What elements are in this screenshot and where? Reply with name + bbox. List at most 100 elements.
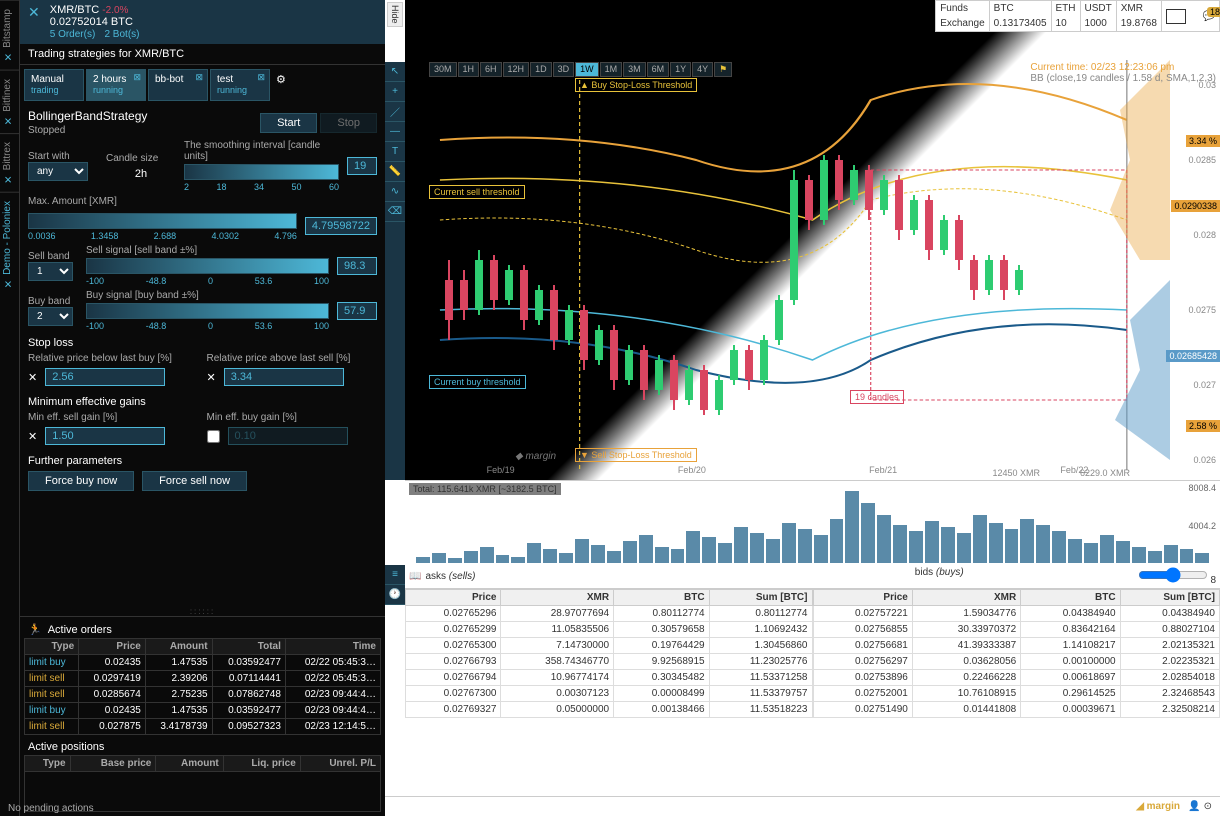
sell-signal-label: Sell signal [sell band ±%] — [86, 245, 329, 256]
exchange-tab[interactable]: ✕ Bitfinex — [0, 70, 19, 134]
rel-below-label: Relative price below last buy [%] — [28, 353, 199, 364]
tool-indicator-icon[interactable]: ∿ — [385, 182, 405, 202]
timeframe-button[interactable]: 30M — [429, 62, 457, 77]
status-text: No pending actions — [8, 803, 94, 814]
orderbook-row[interactable]: 0.027514900.014418080.000396712.32508214 — [813, 702, 1220, 718]
orderbook-row[interactable]: 0.02766793358.743467709.9256891511.23025… — [406, 654, 813, 670]
smoothing-label: The smoothing interval [candle units] — [184, 140, 339, 162]
depth-value: 8 — [1210, 575, 1216, 586]
min-buy-value: 0.10 — [228, 427, 348, 445]
tool-measure-icon[interactable]: 📏 — [385, 162, 405, 182]
rel-below-value[interactable]: 2.56 — [45, 368, 165, 386]
orderbook-row[interactable]: 0.0276529911.058355060.305796581.1069243… — [406, 622, 813, 638]
depth-slider[interactable] — [1138, 567, 1208, 583]
candles-count-label: 19 candles — [850, 390, 904, 404]
tool-cursor-icon[interactable]: ↖ — [385, 62, 405, 82]
order-row[interactable]: limit sell0.02974192.392060.0711444102/2… — [25, 671, 381, 687]
eth-value: 10 — [1052, 16, 1081, 31]
timeframe-button[interactable]: 3M — [623, 62, 646, 77]
right-area: Hide Funds Exchange BTC 0.13173405 ETH 1… — [385, 0, 1220, 816]
force-sell-button[interactable]: Force sell now — [142, 471, 247, 491]
timeframe-button[interactable]: 3D — [553, 62, 575, 77]
orderbook-row[interactable]: 0.0275685530.339703720.836421640.8802710… — [813, 622, 1220, 638]
candle-size-value: 2h — [106, 164, 176, 180]
asks-title: asks (sells) — [425, 571, 475, 582]
tool-eraser-icon[interactable]: ⌫ — [385, 202, 405, 222]
strategy-tab[interactable]: Manualtrading — [24, 69, 84, 101]
user-icon[interactable]: 👤 ⊙ — [1188, 801, 1212, 812]
max-amount-slider[interactable] — [28, 213, 297, 229]
timeframe-button[interactable]: 6M — [647, 62, 670, 77]
smoothing-slider[interactable] — [184, 164, 339, 180]
order-row[interactable]: limit buy0.024351.475350.0359247702/22 0… — [25, 655, 381, 671]
timeframe-button[interactable]: 1M — [600, 62, 623, 77]
min-gains-title: Minimum effective gains — [28, 396, 377, 408]
tool-text-icon[interactable]: T — [385, 142, 405, 162]
buy-signal-slider[interactable] — [86, 303, 329, 319]
timeframe-button[interactable]: 4Y — [692, 62, 713, 77]
order-row[interactable]: limit sell0.0278753.41787390.0952732302/… — [25, 719, 381, 735]
xmr-label: XMR — [1117, 1, 1162, 16]
brand-logo: ◢ margin — [1136, 801, 1180, 812]
sell-signal-slider[interactable] — [86, 258, 329, 274]
close-pair-icon[interactable]: ✕ — [28, 4, 40, 40]
tool-hline-icon[interactable]: — — [385, 122, 405, 142]
strategy-gear-icon[interactable]: ⚙ — [272, 69, 290, 101]
clear-icon[interactable]: ✕ — [207, 371, 216, 384]
ob-tool-1-icon[interactable]: ≡ — [385, 565, 405, 585]
orderbook-row[interactable]: 0.0276529628.970776940.801127740.8011277… — [406, 606, 813, 622]
orderbook-row[interactable]: 0.027693270.050000000.0013846611.5351822… — [406, 702, 813, 718]
min-buy-checkbox[interactable] — [207, 430, 220, 443]
clear-icon[interactable]: ✕ — [28, 371, 37, 384]
drag-handle[interactable]: :::::: — [20, 607, 385, 616]
buy-band-select[interactable]: 2 — [28, 307, 73, 326]
strategy-tab[interactable]: ⊠2 hoursrunning — [86, 69, 146, 101]
buy-band-label: Buy band — [28, 296, 78, 307]
sell-band-select[interactable]: 1 — [28, 262, 73, 281]
timeframe-button[interactable]: 12H — [503, 62, 530, 77]
exchange-tab[interactable]: ✕ Bittrex — [0, 133, 19, 192]
sell-sl-label: ▼ Sell Stop-Loss Threshold — [575, 448, 697, 462]
orderbook-row[interactable]: 0.0276679410.967741740.3034548211.533712… — [406, 670, 813, 686]
start-with-select[interactable]: any — [28, 162, 88, 181]
gear-icon[interactable]: ⚙ — [1190, 11, 1199, 22]
orderbook-row[interactable]: 0.027572211.590347760.043849400.04384940 — [813, 606, 1220, 622]
orderbook-row[interactable]: 0.0275668141.393333871.141082172.0213532… — [813, 638, 1220, 654]
rel-above-value[interactable]: 3.34 — [224, 368, 344, 386]
timeframe-button[interactable]: 1Y — [670, 62, 691, 77]
min-sell-value[interactable]: 1.50 — [45, 427, 165, 445]
sell-band-label: Sell band — [28, 251, 78, 262]
orderbook-row[interactable]: 0.027562970.036280560.001000002.02235321 — [813, 654, 1220, 670]
tool-line-icon[interactable]: ／ — [385, 102, 405, 122]
clear-icon[interactable]: ✕ — [28, 430, 37, 443]
currency-icon[interactable]: B↕ — [1166, 9, 1186, 24]
orderbook-row[interactable]: 0.027673000.003071230.0000849911.5337975… — [406, 686, 813, 702]
timeframe-button[interactable]: 1W — [575, 62, 599, 77]
hide-button[interactable]: Hide — [387, 2, 403, 27]
force-buy-button[interactable]: Force buy now — [28, 471, 134, 491]
ob-tool-2-icon[interactable]: 🕐 — [385, 585, 405, 605]
timeframe-button[interactable]: 6H — [480, 62, 502, 77]
order-row[interactable]: limit buy0.024351.475350.0359247702/23 0… — [25, 703, 381, 719]
flag-icon[interactable]: ⚑ — [714, 62, 732, 77]
exchange-tab[interactable]: ✕ Bitstamp — [0, 0, 19, 70]
depth-profile — [1100, 60, 1170, 480]
orderbook-row[interactable]: 0.027653007.147300000.197644291.30456860 — [406, 638, 813, 654]
timeframe-button[interactable]: 1H — [458, 62, 480, 77]
orderbook-row[interactable]: 0.027538960.224662280.006186972.02854018 — [813, 670, 1220, 686]
order-row[interactable]: limit sell0.02856742.752350.0786274802/2… — [25, 687, 381, 703]
exchange-tab[interactable]: ✕ Demo - Poloniex — [0, 192, 19, 297]
start-button[interactable]: Start — [260, 113, 317, 133]
eth-label: ETH — [1052, 1, 1081, 16]
usdt-label: USDT — [1081, 1, 1117, 16]
chat-icon[interactable]: 💬18 — [1203, 11, 1215, 22]
timeframe-button[interactable]: 1D — [530, 62, 552, 77]
max-amount-value: 4.79598722 — [305, 217, 377, 235]
candlestick-chart[interactable]: 30M1H6H12H1D3D1W1M3M6M1Y4Y⚑ Current time… — [405, 0, 1220, 480]
orderbook-row[interactable]: 0.0275200110.761089150.296145252.3246854… — [813, 686, 1220, 702]
tool-crosshair-icon[interactable]: + — [385, 82, 405, 102]
strategy-tab[interactable]: ⊠testrunning — [210, 69, 270, 101]
strategy-tab[interactable]: ⊠bb-bot — [148, 69, 208, 101]
book-icon: 📖 — [409, 571, 421, 582]
stop-button: Stop — [320, 113, 377, 133]
